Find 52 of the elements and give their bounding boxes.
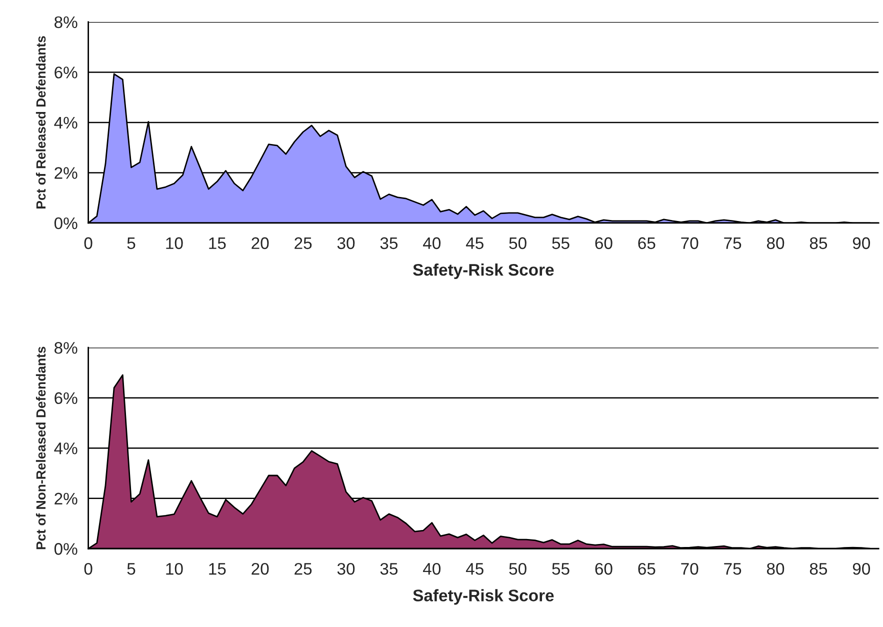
x-tick-label: 0	[84, 237, 92, 250]
x-tick-label: 10	[166, 562, 183, 575]
y-tick-label: 2%	[54, 167, 78, 179]
x-tick-label: 40	[423, 562, 441, 575]
x-tick-label: 60	[595, 562, 612, 575]
x-tick-label: 85	[810, 237, 828, 250]
y-axis-title: Pct of Non-Released Defendants	[36, 346, 46, 550]
x-tick-label: 80	[766, 237, 784, 250]
x-tick-label: 60	[595, 237, 612, 250]
x-tick-label: 25	[294, 562, 312, 575]
x-tick-label: 35	[380, 237, 398, 250]
x-tick-label: 70	[681, 237, 698, 250]
x-tick-label: 30	[337, 237, 355, 250]
x-tick-label: 55	[552, 237, 570, 250]
y-tick-label: 6%	[54, 392, 78, 404]
x-tick-label: 20	[252, 562, 269, 575]
x-tick-label: 90	[852, 237, 870, 250]
x-tick-label: 45	[466, 563, 484, 575]
y-tick-label: 6%	[54, 66, 78, 78]
x-tick-label: 5	[127, 237, 136, 250]
x-tick-label: 90	[852, 562, 870, 575]
x-tick-label: 70	[681, 562, 698, 575]
x-tick-label: 0	[84, 562, 92, 575]
x-tick-label: 15	[209, 237, 226, 250]
x-tick-label: 30	[337, 562, 355, 575]
x-tick-label: 10	[166, 237, 183, 250]
x-tick-label: 55	[552, 563, 570, 575]
x-axis-title: Safety-Risk Score	[413, 589, 554, 605]
y-tick-label: 0%	[54, 217, 78, 230]
x-tick-label: 15	[209, 563, 226, 575]
y-tick-label: 4%	[54, 116, 78, 129]
y-tick-label: 4%	[54, 442, 78, 454]
x-tick-label: 45	[466, 237, 484, 250]
y-tick-label: 8%	[54, 342, 78, 354]
y-tick-label: 0%	[54, 543, 78, 555]
y-axis-title: Pct of Released Defendants	[36, 36, 46, 208]
x-tick-label: 25	[294, 237, 312, 250]
x-tick-label: 85	[810, 562, 828, 575]
x-tick-label: 50	[509, 562, 526, 575]
x-tick-label: 75	[724, 563, 742, 575]
x-tick-label: 40	[423, 237, 441, 250]
x-tick-label: 20	[252, 237, 269, 250]
x-tick-label: 65	[638, 237, 656, 250]
y-tick-label: 2%	[54, 492, 78, 505]
y-tick-label: 8%	[54, 16, 78, 28]
x-tick-label: 80	[766, 562, 784, 575]
x-tick-label: 5	[127, 563, 136, 575]
x-tick-label: 75	[724, 237, 742, 250]
x-tick-label: 65	[638, 562, 656, 575]
x-tick-label: 50	[509, 237, 526, 250]
x-tick-label: 35	[380, 562, 398, 575]
x-axis-title: Safety-Risk Score	[413, 264, 554, 280]
